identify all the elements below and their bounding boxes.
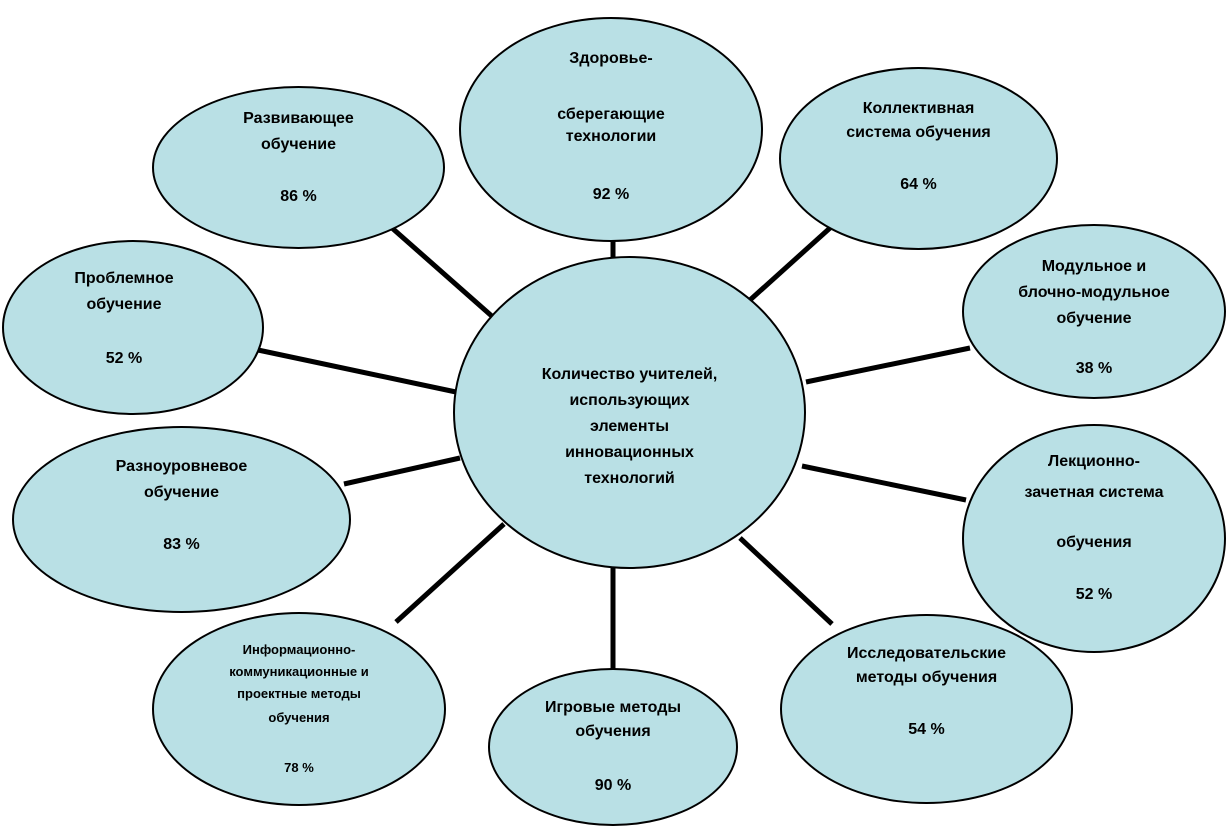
- razviv-value: 86 %: [280, 188, 317, 205]
- bubble-razviv: [152, 86, 445, 249]
- zdorov-value: 92 %: [592, 186, 630, 203]
- bubble-modul: [962, 224, 1226, 399]
- raznour-line-2: обучение: [144, 484, 219, 501]
- problem-value: 52 %: [105, 350, 143, 367]
- zdorov-line-1: Здоровье-: [569, 50, 653, 67]
- center-line-1: Количество учителей,: [541, 366, 718, 383]
- raznour-line-1: Разноуровневое: [115, 458, 248, 475]
- connector-raznour: [343, 455, 461, 487]
- connector-problem: [257, 347, 457, 395]
- razviv-line-1: Развивающее: [243, 110, 354, 127]
- bubble-igrov: [488, 668, 738, 826]
- center-line-4: инновационных: [565, 444, 694, 461]
- connector-inform: [394, 522, 506, 624]
- kollekt-line-1: Коллективная: [862, 100, 975, 117]
- problem-line-1: Проблемное: [74, 270, 174, 287]
- inform-value: 78 %: [284, 760, 314, 775]
- bubble-kollekt: [779, 67, 1058, 250]
- igrov-line-1: Игровые методы: [544, 699, 682, 716]
- zdorov-line-2: сберегающие: [557, 106, 665, 123]
- zdorov-line-3: технологии: [565, 128, 657, 145]
- issled-line-2: методы обучения: [855, 669, 998, 686]
- lekts-line-3: обучения: [1056, 534, 1132, 551]
- lekts-line-1: Лекционно-: [1047, 453, 1140, 470]
- kollekt-value: 64 %: [900, 176, 937, 193]
- center-line-5: технологий: [584, 470, 675, 487]
- problem-line-2: обучение: [86, 296, 162, 313]
- razviv-line-2: обучение: [261, 136, 336, 153]
- connector-issled: [738, 536, 834, 626]
- inform-line-2: коммуникационные и: [229, 664, 369, 679]
- bubble-issled: [780, 614, 1073, 804]
- connector-lekts: [801, 463, 967, 503]
- modul-value: 38 %: [1075, 360, 1113, 377]
- bubble-problem: [2, 240, 264, 415]
- issled-value: 54 %: [908, 721, 945, 738]
- kollekt-line-2: система обучения: [846, 124, 991, 141]
- bubble-raznour: [12, 426, 351, 613]
- modul-line-1: Модульное и: [1041, 258, 1147, 275]
- inform-line-3: проектные методы: [237, 686, 361, 701]
- modul-line-3: обучение: [1056, 310, 1132, 327]
- bubble-zdorov: [459, 17, 763, 242]
- connector-razviv: [390, 226, 496, 320]
- raznour-value: 83 %: [163, 536, 200, 553]
- bubble-lekts: [962, 424, 1226, 653]
- modul-line-2: блочно-модульное: [1018, 284, 1170, 301]
- center-line-2: использующих: [569, 392, 690, 409]
- bubble-inform: [152, 612, 446, 806]
- igrov-line-2: обучения: [575, 723, 651, 740]
- connector-modul: [805, 345, 971, 385]
- center-line-3: элементы: [590, 418, 669, 435]
- issled-line-1: Исследовательские: [847, 645, 1006, 662]
- lekts-line-2: зачетная система: [1024, 484, 1164, 501]
- connector-kollekt: [748, 226, 832, 302]
- inform-line-4: обучения: [268, 710, 330, 725]
- center-bubble: [453, 256, 806, 569]
- inform-line-1: Информационно-: [242, 642, 356, 657]
- igrov-value: 90 %: [594, 777, 632, 794]
- lekts-value: 52 %: [1075, 586, 1113, 603]
